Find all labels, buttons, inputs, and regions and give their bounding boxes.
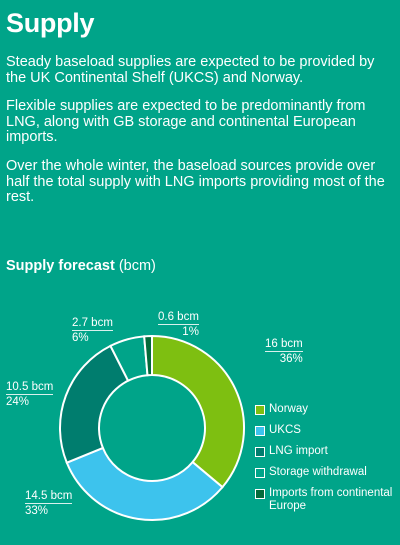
label-lng-pct: 24% (6, 396, 30, 408)
label-storage: 2.7 bcm 6% (72, 317, 113, 344)
label-imports: 0.6 bcm 1% (158, 311, 199, 338)
legend: Norway UKCS LNG import Storage withdrawa… (255, 403, 400, 521)
slice-ukcs (65, 446, 224, 521)
legend-item-imports: Imports from continental Europe (255, 487, 400, 513)
legend-swatch-lng (255, 447, 265, 457)
label-ukcs-value: 14.5 bcm (25, 490, 73, 504)
label-ukcs-pct: 33% (25, 505, 49, 517)
intro-paragraph-2: Flexible supplies are expected to be pre… (6, 98, 366, 145)
legend-label-imports: Imports from continental Europe (269, 487, 393, 512)
legend-item-storage: Storage withdrawal (255, 466, 400, 479)
intro-paragraph-1: Steady baseload supplies are expected to… (6, 54, 375, 86)
slice-lng (59, 344, 130, 464)
label-storage-pct: 6% (72, 332, 89, 344)
legend-swatch-imports (255, 489, 265, 499)
legend-swatch-storage (255, 468, 265, 478)
legend-label-storage: Storage withdrawal (269, 466, 367, 478)
legend-label-ukcs: UKCS (269, 424, 301, 436)
label-lng: 10.5 bcm 24% (6, 381, 54, 408)
slice-imports (143, 334, 153, 377)
label-imports-pct: 1% (182, 326, 199, 338)
legend-swatch-ukcs (255, 426, 265, 436)
chart-title: Supply forecast (bcm) (6, 258, 156, 274)
chart-title-bold: Supply forecast (6, 258, 115, 274)
slice-norway (151, 334, 245, 489)
label-norway-pct: 36% (279, 353, 303, 365)
label-norway-value: 16 bcm (265, 338, 303, 352)
label-imports-value: 0.6 bcm (158, 311, 199, 325)
label-storage-value: 2.7 bcm (72, 317, 113, 331)
legend-item-lng: LNG import (255, 445, 400, 458)
legend-label-norway: Norway (269, 403, 308, 415)
legend-label-lng: LNG import (269, 445, 328, 457)
intro-paragraph-3: Over the whole winter, the baseload sour… (6, 158, 385, 205)
chart-title-unit: (bcm) (118, 258, 156, 274)
legend-item-norway: Norway (255, 403, 400, 416)
page-title: Supply (6, 8, 95, 38)
label-norway: 16 bcm 36% (265, 338, 303, 365)
legend-swatch-norway (255, 405, 265, 415)
label-ukcs: 14.5 bcm 33% (25, 490, 73, 517)
legend-item-ukcs: UKCS (255, 424, 400, 437)
label-lng-value: 10.5 bcm (6, 381, 54, 395)
